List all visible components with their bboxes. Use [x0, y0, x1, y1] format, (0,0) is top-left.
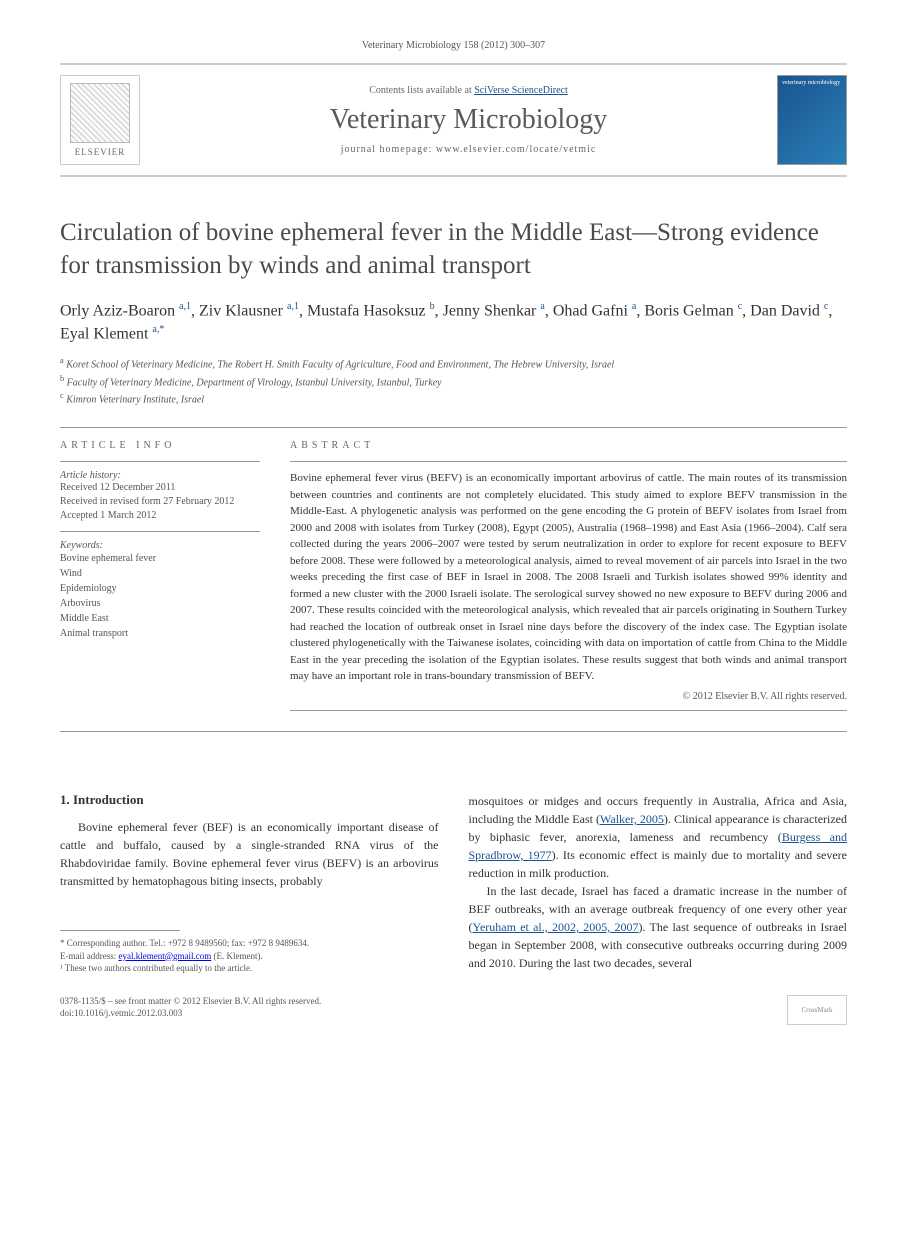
revised-date: Received in revised form 27 February 201…: [60, 495, 260, 509]
elsevier-tree-icon: [70, 83, 130, 143]
affiliation-a-text: Koret School of Veterinary Medicine, The…: [66, 360, 614, 371]
introduction-heading: 1. Introduction: [60, 792, 439, 808]
section-divider: [60, 427, 847, 428]
affiliation-b: b Faculty of Veterinary Medicine, Depart…: [60, 373, 847, 390]
abstract-text: Bovine ephemeral fever virus (BEFV) is a…: [290, 470, 847, 685]
affiliation-c-text: Kimron Veterinary Institute, Israel: [66, 394, 204, 405]
abstract-heading: ABSTRACT: [290, 440, 847, 451]
citation-yeruham[interactable]: Yeruham et al., 2002, 2005, 2007: [473, 920, 639, 934]
citation-walker-2005[interactable]: Walker, 2005: [600, 812, 664, 826]
email-label: E-mail address:: [60, 951, 118, 961]
received-date: Received 12 December 2011: [60, 481, 260, 495]
email-name: (E. Klement).: [211, 951, 262, 961]
homepage-line: journal homepage: www.elsevier.com/locat…: [160, 144, 777, 155]
homepage-prefix: journal homepage:: [341, 144, 436, 155]
info-divider: [290, 461, 847, 462]
contents-available-line: Contents lists available at SciVerse Sci…: [160, 85, 777, 96]
journal-reference: Veterinary Microbiology 158 (2012) 300–3…: [60, 40, 847, 51]
affiliation-a: a Koret School of Veterinary Medicine, T…: [60, 355, 847, 372]
affiliation-b-text: Faculty of Veterinary Medicine, Departme…: [67, 377, 442, 388]
column-content: 1. Introduction Bovine ephemeral fever (…: [60, 792, 847, 975]
elsevier-label: ELSEVIER: [75, 147, 126, 157]
journal-header: ELSEVIER Contents lists available at Sci…: [60, 63, 847, 177]
affiliations: a Koret School of Veterinary Medicine, T…: [60, 355, 847, 407]
cover-thumb-label: veterinary microbiology: [782, 80, 842, 86]
keywords-list: Bovine ephemeral feverWindEpidemiologyAr…: [60, 551, 260, 641]
contents-prefix: Contents lists available at: [369, 85, 474, 96]
info-divider: [60, 461, 260, 462]
email-footnote: E-mail address: eyal.klement@gmail.com (…: [60, 950, 439, 963]
equal-contribution-footnote: ¹ These two authors contributed equally …: [60, 962, 439, 975]
body-two-column: 1. Introduction Bovine ephemeral fever (…: [60, 792, 847, 975]
affiliation-c: c Kimron Veterinary Institute, Israel: [60, 390, 847, 407]
info-abstract-row: ARTICLE INFO Article history: Received 1…: [60, 440, 847, 719]
para1-text: Bovine ephemeral fever (BEF) is an econo…: [60, 820, 439, 888]
footer-left: 0378-1135/$ – see front matter © 2012 El…: [60, 995, 321, 1025]
article-info-column: ARTICLE INFO Article history: Received 1…: [60, 440, 260, 719]
email-link[interactable]: eyal.klement@gmail.com: [118, 951, 211, 961]
header-center: Contents lists available at SciVerse Sci…: [160, 85, 777, 155]
footnote-divider: [60, 930, 180, 931]
crossmark-icon[interactable]: CrossMark: [787, 995, 847, 1025]
journal-cover-thumbnail: veterinary microbiology: [777, 75, 847, 165]
page-container: Veterinary Microbiology 158 (2012) 300–3…: [0, 0, 907, 1065]
elsevier-logo: ELSEVIER: [60, 75, 140, 165]
intro-para-1: Bovine ephemeral fever (BEF) is an econo…: [60, 818, 439, 890]
doi-line: doi:10.1016/j.vetmic.2012.03.003: [60, 1007, 321, 1020]
intro-para-3: In the last decade, Israel has faced a d…: [469, 882, 848, 972]
author-list: Orly Aziz-Boaron a,1, Ziv Klausner a,1, …: [60, 300, 847, 345]
page-footer: 0378-1135/$ – see front matter © 2012 El…: [60, 995, 847, 1025]
article-history-label: Article history:: [60, 470, 260, 481]
info-divider: [60, 531, 260, 532]
homepage-url: www.elsevier.com/locate/vetmic: [436, 144, 596, 155]
intro-para-2: mosquitoes or midges and occurs frequent…: [469, 792, 848, 882]
abstract-copyright: © 2012 Elsevier B.V. All rights reserved…: [290, 691, 847, 702]
abstract-column: ABSTRACT Bovine ephemeral fever virus (B…: [290, 440, 847, 719]
keywords-label: Keywords:: [60, 540, 260, 551]
sciencedirect-link[interactable]: SciVerse ScienceDirect: [474, 85, 568, 96]
accepted-date: Accepted 1 March 2012: [60, 509, 260, 523]
issn-line: 0378-1135/$ – see front matter © 2012 El…: [60, 995, 321, 1008]
journal-name: Veterinary Microbiology: [160, 104, 777, 136]
corresponding-author-footnote: * Corresponding author. Tel.: +972 8 948…: [60, 937, 439, 950]
section-divider: [60, 731, 847, 732]
article-info-heading: ARTICLE INFO: [60, 440, 260, 451]
article-title: Circulation of bovine ephemeral fever in…: [60, 217, 847, 282]
info-divider: [290, 710, 847, 711]
